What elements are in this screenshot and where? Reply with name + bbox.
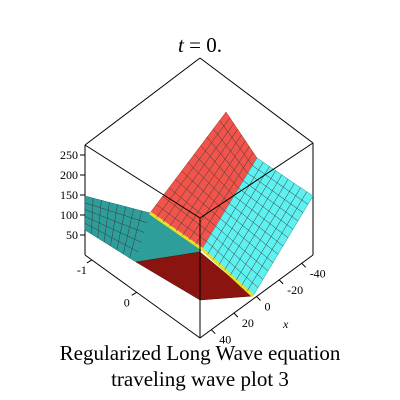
plot-title: t = 0. — [0, 33, 400, 58]
teal-wing-mesh-line — [84, 202, 148, 224]
cyan-sheet-mesh-line — [238, 188, 294, 230]
cyan-sheet-mesh-line — [233, 195, 289, 238]
red-sheet-mesh-line — [195, 152, 254, 245]
box-edge — [84, 254, 201, 339]
cyan-sheet-mesh-line — [252, 165, 309, 205]
y-tick — [86, 259, 93, 264]
teal-wing-mesh-line — [103, 202, 110, 243]
title-text: = 0. — [183, 33, 222, 57]
red-sheet-mesh-line — [169, 129, 238, 227]
teal-wing-mesh-line — [129, 210, 143, 259]
cyan-sheet-mesh-line — [224, 210, 279, 255]
x-tick-label: 20 — [242, 316, 254, 330]
surface-mesh — [84, 117, 309, 291]
cyan-sheet-mesh-line — [243, 180, 299, 222]
box-edge — [199, 142, 314, 219]
z-tick-label: 50 — [66, 228, 78, 242]
cyan-sheet-mesh-line — [229, 203, 284, 247]
cyan-sheet-mesh-line — [220, 218, 274, 263]
figure-caption: Regularized Long Wave equation traveling… — [0, 340, 400, 392]
x-tick — [278, 279, 284, 285]
x-tick-label: 0 — [265, 300, 271, 314]
teal-wing-mesh-line — [84, 216, 142, 243]
cyan-sheet-mesh-line — [224, 174, 283, 271]
teal-wing-mesh-line — [84, 222, 139, 253]
red-sheet-mesh-line — [175, 134, 242, 232]
caption-line-2: traveling wave plot 3 — [111, 367, 289, 391]
cyan-sheet-mesh-line — [215, 226, 269, 272]
z-tick-label: 100 — [60, 208, 78, 222]
x-tick — [233, 312, 239, 318]
x-tick-label: -20 — [287, 283, 303, 297]
cyan-sheet-mesh-line — [211, 233, 264, 280]
red-sheet-mesh-line — [188, 146, 250, 241]
y-tick — [131, 291, 138, 296]
x-axis-label: x — [282, 317, 289, 331]
teal-wing-mesh-line — [123, 208, 134, 255]
teal-wing-mesh-line — [116, 206, 126, 251]
y-tick-label: 0 — [124, 295, 130, 309]
cyan-sheet-mesh-line — [218, 170, 276, 265]
teal-wing-mesh-line — [84, 209, 145, 233]
red-sheet-mesh-line — [162, 123, 234, 223]
x-tick — [210, 329, 216, 335]
box-edge — [199, 57, 314, 144]
axis-tick-labels: 50 100 150 200 250 -1 0 -40 -20 0 20 40 — [60, 148, 326, 347]
x-tick-label: 40 — [219, 333, 231, 347]
title-variable: t — [178, 33, 184, 57]
z-tick-label: 150 — [60, 188, 78, 202]
x-tick-label: -40 — [310, 266, 326, 280]
cyan-sheet-mesh-line — [207, 162, 264, 255]
teal-wing-mesh-line — [110, 204, 118, 247]
teal-wing-mesh-line — [97, 200, 102, 239]
box-edge — [84, 57, 201, 146]
y-tick-label: -1 — [77, 263, 87, 277]
cyan-sheet-mesh-line — [213, 166, 270, 260]
red-sheet-mesh-line — [156, 117, 231, 218]
box-edge — [84, 144, 201, 219]
box-back-edges — [84, 57, 314, 255]
z-tick-label: 200 — [60, 168, 78, 182]
x-tick — [256, 296, 261, 301]
red-sheet-mesh-line — [182, 140, 246, 236]
cyan-sheet-mesh-line — [206, 241, 259, 288]
cyan-sheet-mesh-line — [247, 191, 307, 291]
caption-line-1: Regularized Long Wave equation — [59, 341, 341, 365]
z-tick-label: 250 — [60, 148, 78, 162]
x-tick — [301, 262, 307, 268]
cyan-sheet-mesh-line — [241, 187, 301, 286]
teal-wing-mesh-line — [91, 198, 94, 235]
cyan-sheet-mesh-line — [235, 183, 295, 281]
cyan-sheet-mesh-line — [230, 178, 289, 276]
axis-ticks — [80, 154, 307, 335]
